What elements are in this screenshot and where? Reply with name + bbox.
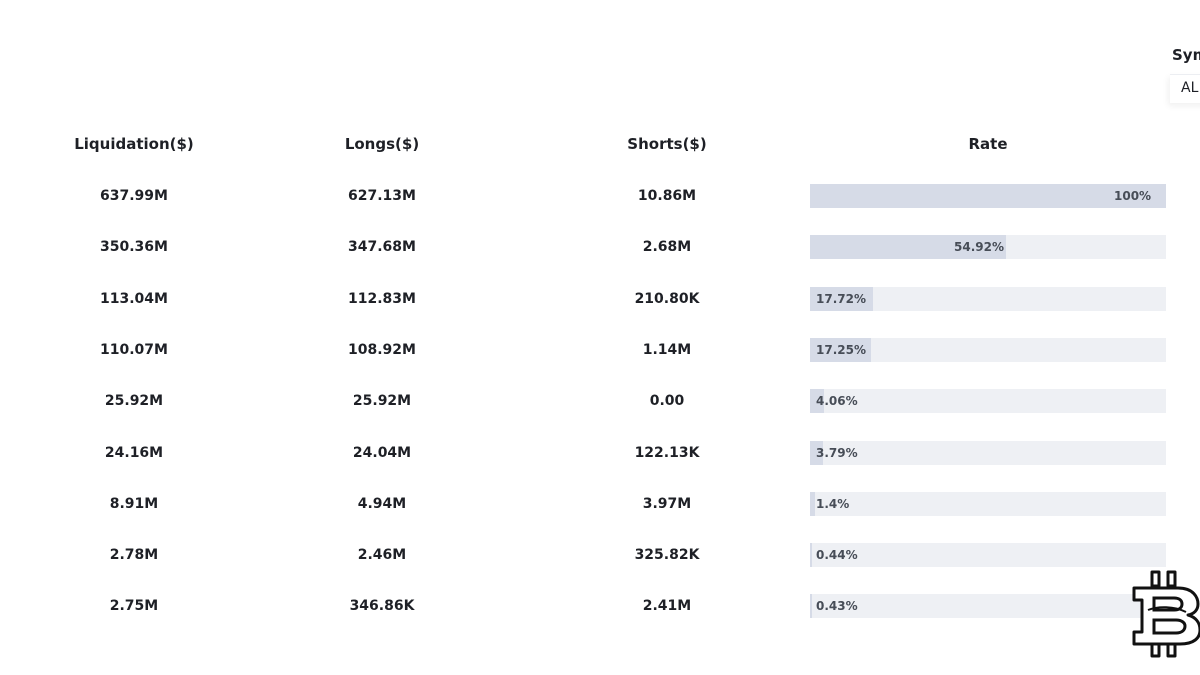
shorts-cell: 2.68M (642, 239, 692, 256)
rate-bar-fill (810, 543, 812, 568)
rate-bar: 54.92% (810, 235, 1166, 260)
shorts-cell: 122.13K (634, 444, 700, 461)
column-header-liquidation: Liquidation($) (74, 135, 194, 153)
longs-cell: 24.04M (352, 444, 412, 461)
symbol-select[interactable]: AL (1170, 74, 1200, 103)
rate-label: 54.92% (954, 240, 1004, 255)
column-header-longs: Longs($) (344, 135, 420, 153)
symbol-filter-label: Sym (1172, 46, 1200, 64)
rate-bar: 17.25% (810, 337, 1166, 362)
liquidation-cell: 110.07M (100, 341, 168, 358)
longs-cell: 108.92M (348, 341, 416, 358)
longs-cell: 627.13M (348, 188, 416, 204)
rate-bar-fill (810, 235, 1006, 260)
rate-bar-fill (810, 594, 812, 619)
liquidation-cell: 637.99M (100, 188, 168, 204)
liquidation-cell: 24.16M (104, 444, 164, 461)
liquidation-cell: 113.04M (100, 290, 168, 307)
rate-bar-fill (810, 337, 871, 362)
shorts-cell: 2.41M (642, 598, 692, 615)
rate-bar: 0.43% (810, 594, 1166, 619)
column-header-shorts: Shorts($) (627, 135, 707, 153)
longs-cell: 4.94M (357, 495, 407, 512)
rate-label: 0.43% (816, 599, 858, 614)
rate-label: 0.44% (816, 548, 858, 563)
bitcoin-dollar-logo-icon (1132, 570, 1200, 658)
liquidation-cell: 2.78M (109, 547, 159, 564)
rate-bar: 3.79% (810, 440, 1166, 465)
longs-cell: 347.68M (348, 239, 416, 256)
longs-cell: 25.92M (352, 393, 412, 410)
column-header-rate: Rate (968, 135, 1008, 153)
rate-bar-fill (810, 389, 824, 414)
longs-cell: 346.86K (349, 598, 415, 615)
liquidation-cell: 350.36M (100, 239, 168, 256)
rate-label: 17.25% (816, 342, 866, 357)
shorts-cell: 3.97M (642, 495, 692, 512)
rate-bar-fill (810, 440, 823, 465)
rate-bar: 4.06% (810, 389, 1166, 414)
rate-bar-fill (810, 491, 815, 516)
shorts-cell: 0.00 (649, 393, 685, 410)
liquidation-cell: 2.75M (109, 598, 159, 615)
rate-label: 4.06% (816, 394, 858, 409)
rate-label: 100% (1114, 189, 1152, 203)
liquidation-cell: 25.92M (104, 393, 164, 410)
shorts-cell: 1.14M (642, 341, 692, 358)
longs-cell: 112.83M (348, 290, 416, 307)
symbol-filter: Sym AL (1170, 40, 1200, 110)
shorts-cell: 325.82K (634, 547, 700, 564)
shorts-cell: 10.86M (637, 188, 697, 204)
rate-label: 1.4% (816, 496, 850, 511)
rate-bar: 100% (810, 184, 1166, 208)
rate-label: 17.72% (816, 291, 866, 306)
liquidation-cell: 8.91M (109, 495, 159, 512)
symbol-select-value: AL (1181, 80, 1199, 96)
rate-bar-fill (810, 286, 873, 311)
rate-bar-fill (810, 184, 1166, 208)
shorts-cell: 210.80K (634, 290, 700, 307)
rate-bar: 17.72% (810, 286, 1166, 311)
rate-label: 3.79% (816, 445, 858, 460)
longs-cell: 2.46M (357, 547, 407, 564)
rate-bar: 0.44% (810, 543, 1166, 568)
rate-bar: 1.4% (810, 491, 1166, 516)
